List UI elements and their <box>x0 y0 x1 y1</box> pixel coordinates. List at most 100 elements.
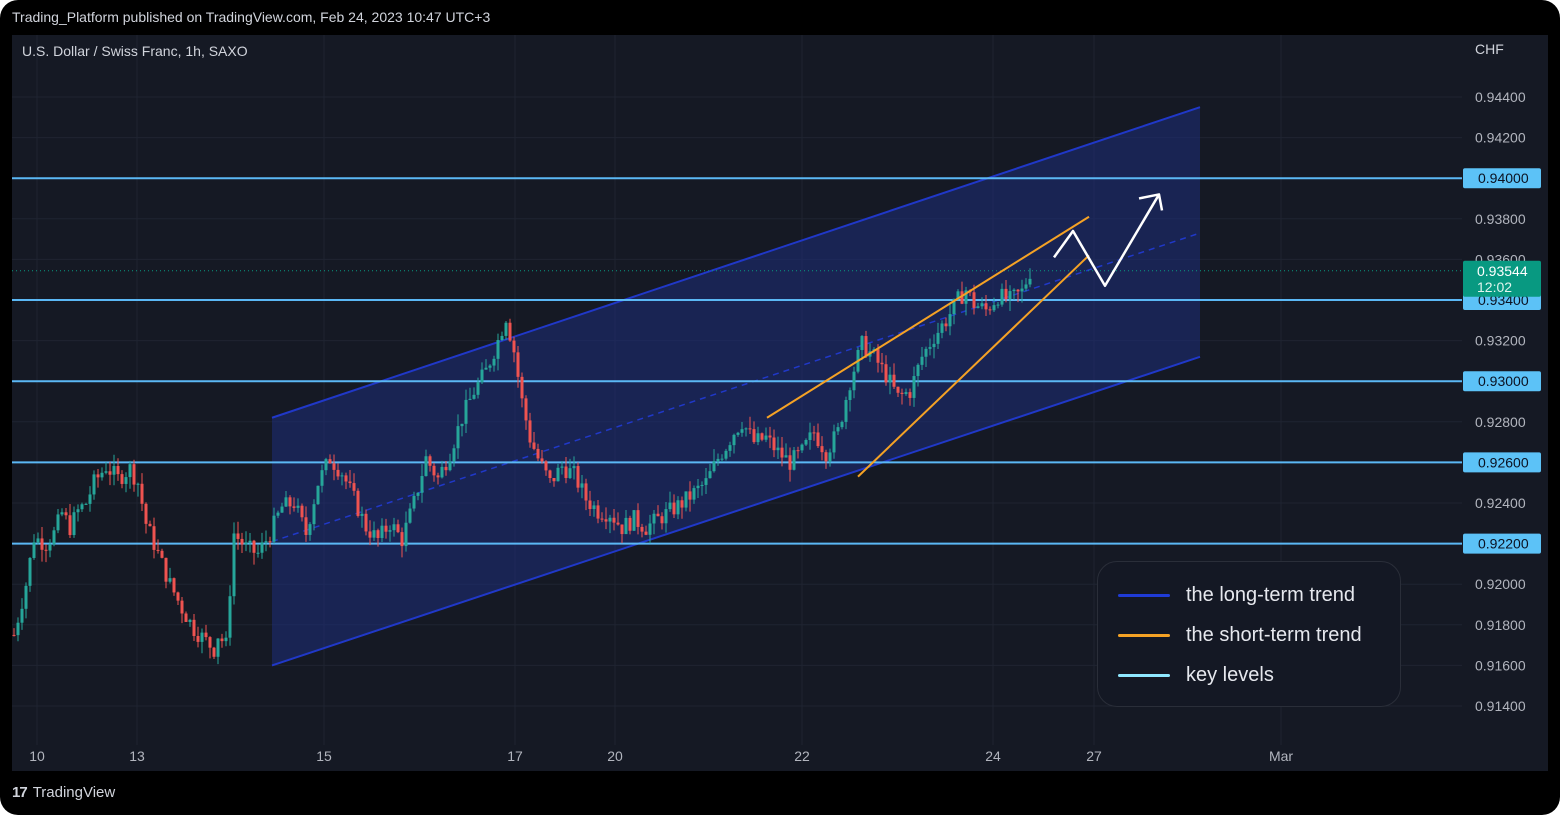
candle-body <box>544 461 548 471</box>
key-level-tag <box>1463 452 1541 473</box>
candle-body <box>432 465 436 476</box>
candle-body <box>384 525 388 532</box>
candle-body <box>984 303 988 310</box>
candle-body <box>956 291 960 299</box>
candle-body <box>236 533 240 539</box>
candle-body <box>520 376 524 399</box>
candle-body <box>256 552 260 554</box>
candle-body <box>612 517 616 523</box>
candle-body <box>768 435 772 438</box>
candle-body <box>880 362 884 365</box>
candle-body <box>132 464 136 485</box>
candle-body <box>1000 288 1004 305</box>
key-level-tag-label: 0.94000 <box>1478 170 1529 186</box>
candle-body <box>424 456 428 477</box>
candle-body <box>688 491 692 500</box>
candle-body <box>324 459 328 471</box>
candle-body <box>696 485 700 489</box>
short-term-trend <box>766 215 1090 478</box>
candle-body <box>616 522 620 525</box>
candle-body <box>576 466 580 488</box>
candle-body <box>268 541 272 543</box>
candle-body <box>316 485 320 505</box>
candle-body <box>180 600 184 614</box>
candle-body <box>508 322 512 341</box>
projection-path <box>1052 193 1161 288</box>
candle-body <box>996 304 1000 306</box>
key-level-tag <box>1463 533 1541 554</box>
time-axis[interactable]: 10 13 15 17 20 22 24 27 Mar <box>29 748 1293 764</box>
candle-body <box>644 531 648 535</box>
key-level-tag <box>1463 168 1541 189</box>
candle-body <box>704 478 708 485</box>
candle-body <box>440 466 444 478</box>
candle-body <box>864 336 868 357</box>
candle-body <box>960 291 964 304</box>
candle-body <box>528 420 532 443</box>
last-price-tag <box>1463 260 1541 297</box>
candles <box>12 268 1032 665</box>
candle-body <box>588 500 592 510</box>
candle-body <box>940 323 944 333</box>
candle-body <box>148 523 152 527</box>
candle-body <box>624 517 628 535</box>
candle-body <box>668 502 672 510</box>
candle-body <box>156 549 160 551</box>
legend-swatch-long-term <box>1118 594 1170 597</box>
chart-area[interactable]: 0.94400 0.94200 0.93800 0.93600 0.93200 0.928… <box>12 35 1548 771</box>
candle-body <box>600 518 604 520</box>
candle-body <box>428 456 432 466</box>
candle-body <box>936 332 940 344</box>
candle-body <box>964 290 968 304</box>
candle-body <box>900 392 904 394</box>
candle-body <box>216 638 220 657</box>
candle-body <box>564 466 568 478</box>
candle-body <box>876 349 880 363</box>
candle-body <box>732 434 736 446</box>
candle-body <box>724 450 728 459</box>
candle-body <box>96 474 100 478</box>
candle-body <box>920 356 924 365</box>
price-axis[interactable]: 0.944000.942000.938000.936000.932000.928… <box>1463 89 1541 714</box>
candle-body <box>700 484 704 486</box>
candle-body <box>308 524 312 535</box>
candle-body <box>660 516 664 524</box>
price-tick-label: 0.91400 <box>1475 698 1526 714</box>
candle-body <box>536 448 540 459</box>
candle-body <box>860 336 864 351</box>
brand-footer[interactable]: 17 TradingView <box>12 784 115 801</box>
candle-body <box>460 423 464 427</box>
candle-body <box>800 444 804 451</box>
key-level-tag-label: 0.93000 <box>1478 373 1529 389</box>
candle-body <box>848 390 852 400</box>
candle-body <box>144 503 148 524</box>
candle-body <box>396 524 400 533</box>
candle-body <box>56 514 60 531</box>
candle-body <box>844 399 848 422</box>
candle-body <box>992 305 996 311</box>
price-tick-label: 0.92400 <box>1475 495 1526 511</box>
candle-body <box>44 549 48 551</box>
candle-body <box>456 426 460 449</box>
price-chart[interactable]: 0.944000.942000.938000.936000.932000.928… <box>12 35 1548 771</box>
candle-body <box>228 596 232 638</box>
candle-body <box>168 578 172 582</box>
candle-body <box>596 505 600 519</box>
candle-body <box>620 524 624 535</box>
candle-body <box>32 542 36 558</box>
candle-body <box>788 455 792 470</box>
candle-body <box>400 532 404 547</box>
candle-body <box>92 474 96 495</box>
candle-body <box>708 471 712 479</box>
candle-body <box>52 530 56 545</box>
candle-body <box>332 463 336 470</box>
price-tick-label: 0.92000 <box>1475 576 1526 592</box>
candle-body <box>884 364 888 383</box>
candle-body <box>640 526 644 532</box>
candle-body <box>376 530 380 538</box>
key-level-tag-label: 0.92200 <box>1478 536 1529 552</box>
short-trend-upper <box>766 215 1090 419</box>
candle-body <box>24 585 28 609</box>
candle-body <box>756 433 760 443</box>
candle-body <box>980 303 984 307</box>
